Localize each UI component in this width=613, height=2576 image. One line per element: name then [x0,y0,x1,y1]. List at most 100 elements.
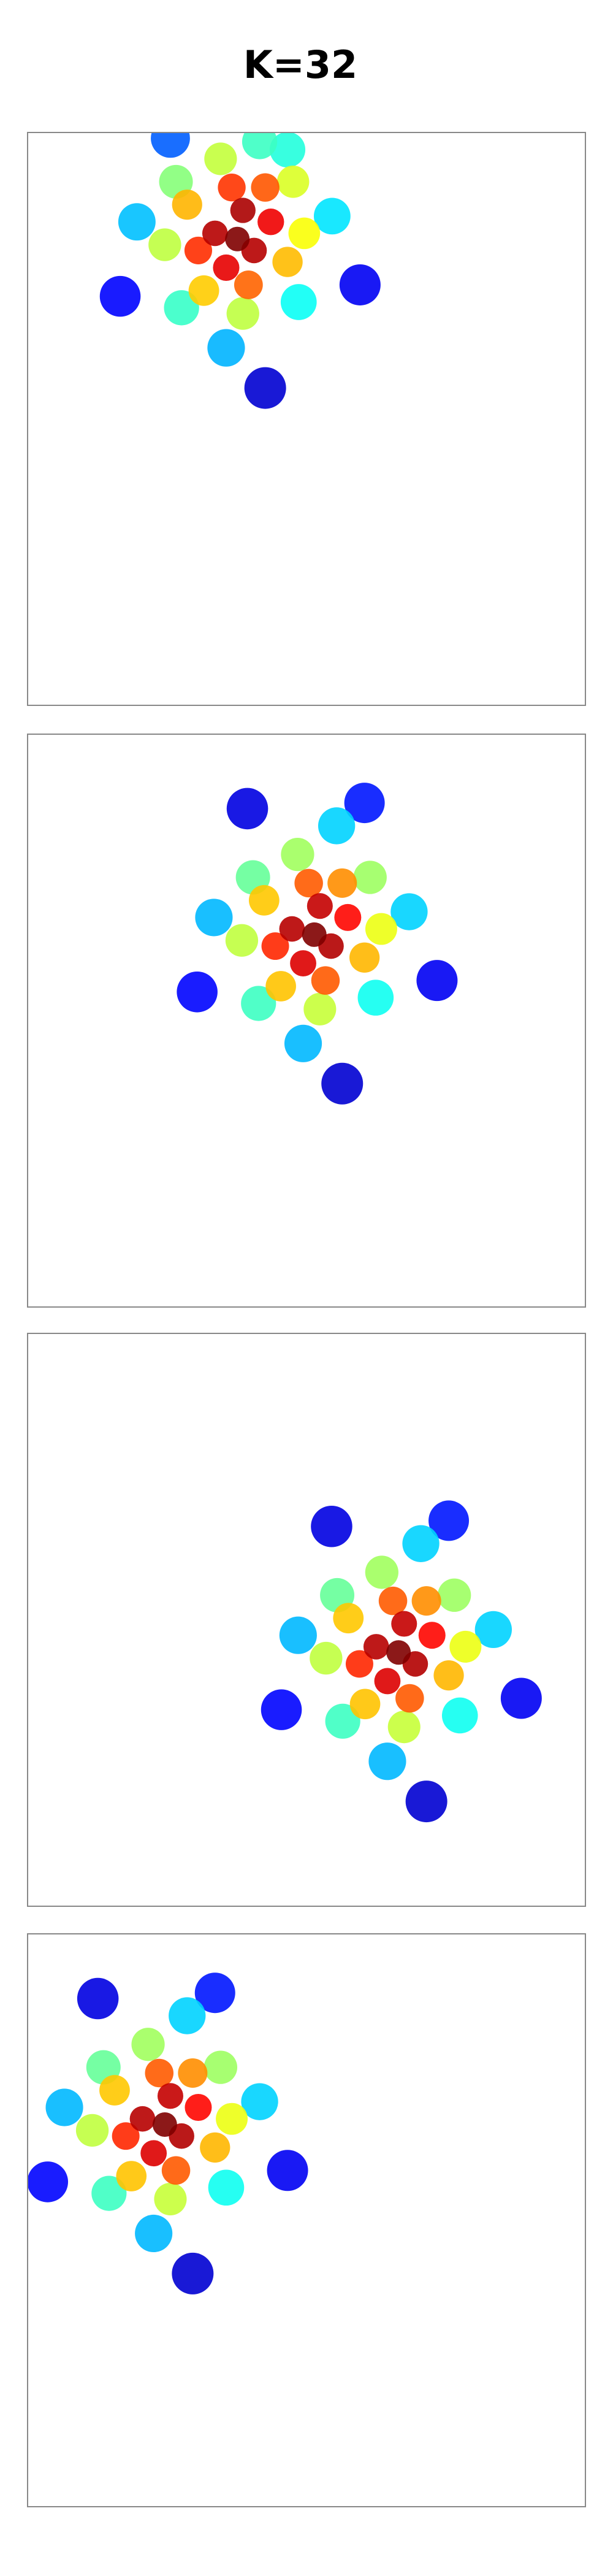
point [194,1972,235,2014]
point [131,2028,165,2061]
point [207,329,245,367]
point [213,254,240,281]
point [349,1689,381,1720]
point [416,960,458,1002]
point [257,209,284,236]
axes-frame [27,1933,586,2507]
point [395,1684,424,1713]
point [437,1578,471,1612]
point [302,922,327,947]
point [449,1630,482,1663]
point [204,2050,238,2084]
point [281,838,314,872]
point [290,950,316,977]
point [234,270,263,299]
point [184,236,213,264]
point [99,275,141,317]
point [390,893,428,930]
point [374,1668,401,1695]
point [242,132,278,159]
point [306,893,333,919]
point [204,142,237,175]
point [157,2083,183,2109]
point [391,1611,417,1637]
point [279,1616,317,1654]
point [241,2083,278,2120]
point [368,1742,406,1781]
point [178,2058,208,2088]
point [365,1555,398,1589]
point [313,197,351,235]
point [310,1641,343,1675]
point [200,2132,230,2163]
point [161,2156,191,2185]
point [280,284,317,320]
point [140,2140,167,2167]
point [267,2150,308,2191]
point [261,932,289,960]
point [339,264,381,305]
point [321,1062,364,1105]
axes-frame [27,132,586,706]
point [428,1500,470,1541]
point [99,2075,130,2106]
point [334,903,362,931]
point [226,788,268,830]
figure-title: K=32 [243,42,357,87]
point [474,1611,512,1649]
point [405,1781,447,1823]
point [91,2175,127,2211]
point [195,899,233,937]
point [345,1650,373,1678]
point [325,1703,360,1739]
point [276,166,310,198]
point [294,868,323,898]
point [265,971,296,1002]
point [251,173,280,202]
point [151,132,190,158]
point [244,367,286,409]
point [500,1677,542,1719]
point [411,1586,441,1616]
point [318,807,356,845]
point [208,2169,245,2206]
plot-area [261,1500,542,1823]
point [75,2114,109,2147]
point [169,1997,206,2034]
point [225,924,259,957]
point [216,2103,248,2135]
point [164,290,199,326]
point [357,979,394,1016]
point [349,942,380,973]
point [311,966,340,995]
point [378,1586,408,1616]
point [248,884,280,916]
point [353,861,387,894]
point [225,226,250,251]
point [303,992,337,1025]
point [129,2106,156,2132]
point [145,2058,174,2088]
point [288,217,321,250]
point [365,913,397,945]
point [327,868,357,898]
point [270,132,306,168]
point [386,1640,411,1665]
point [202,220,228,247]
point [230,197,256,223]
point [154,2182,187,2215]
point [226,297,259,330]
point [402,1525,440,1562]
point [45,2088,83,2126]
point [241,986,276,1021]
point [118,203,156,241]
point [172,190,202,220]
point [272,247,303,277]
point [152,2112,177,2137]
point [177,972,218,1013]
point [311,1505,352,1547]
plot-area [177,783,458,1105]
point [77,1977,119,2020]
point [261,1689,302,1730]
